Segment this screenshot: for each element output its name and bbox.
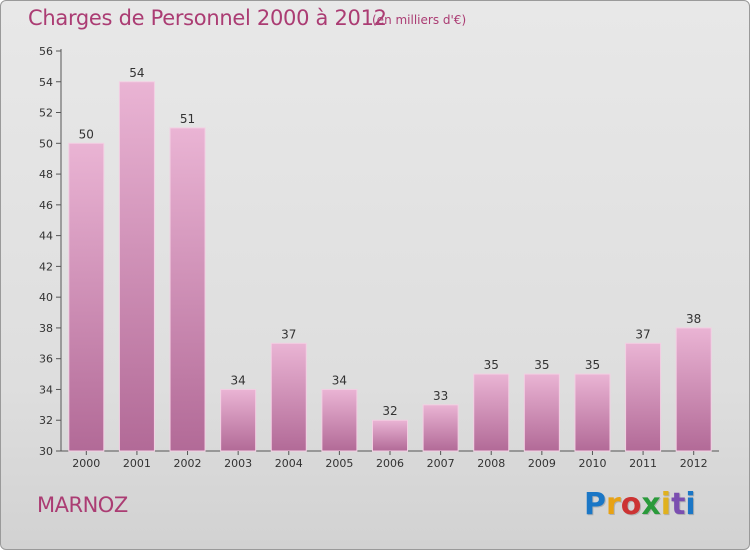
- y-tick-label: 38: [39, 322, 53, 335]
- x-tick-label: 2009: [528, 457, 556, 470]
- bar: [422, 404, 459, 452]
- bar-value-label: 35: [484, 358, 499, 372]
- chart-subtitle: (en milliers d'€): [372, 13, 467, 27]
- y-tick-label: 54: [39, 76, 53, 89]
- x-tick-label: 2011: [629, 457, 657, 470]
- logo-letter: r: [606, 487, 621, 522]
- x-tick-label: 2000: [72, 457, 100, 470]
- logo-letter: P: [584, 487, 606, 522]
- bar: [270, 342, 307, 452]
- logo-letter: x: [641, 487, 661, 522]
- bar-value-label: 35: [585, 358, 600, 372]
- y-tick-label: 42: [39, 260, 53, 273]
- bar-value-label: 51: [180, 112, 195, 126]
- bar: [574, 373, 611, 452]
- bar: [169, 127, 206, 452]
- bar: [372, 419, 408, 452]
- bar: [118, 81, 155, 452]
- bar: [473, 373, 510, 452]
- x-tick-label: 2006: [376, 457, 404, 470]
- bar: [321, 388, 358, 452]
- bar: [675, 327, 712, 452]
- bar-value-label: 37: [635, 327, 650, 341]
- bar: [625, 342, 662, 452]
- bar-value-label: 34: [332, 373, 347, 387]
- x-tick-label: 2008: [477, 457, 505, 470]
- bar-value-label: 50: [79, 127, 94, 141]
- bar-value-label: 54: [129, 66, 144, 80]
- y-tick-label: 34: [39, 383, 53, 396]
- bar: [68, 142, 105, 452]
- y-tick-label: 46: [39, 199, 53, 212]
- bar-value-label: 38: [686, 312, 701, 326]
- logo-letter: t: [671, 487, 686, 522]
- y-tick-label: 30: [39, 445, 53, 458]
- chart-title: Charges de Personnel 2000 à 2012: [28, 6, 387, 30]
- x-tick-label: 2010: [578, 457, 606, 470]
- y-tick-label: 40: [39, 291, 53, 304]
- bar-value-label: 34: [231, 373, 246, 387]
- x-tick-label: 2001: [123, 457, 151, 470]
- x-tick-label: 2005: [325, 457, 353, 470]
- y-tick-label: 32: [39, 414, 53, 427]
- y-tick-label: 48: [39, 168, 53, 181]
- y-tick-label: 56: [39, 45, 53, 58]
- bar: [220, 388, 257, 452]
- bar-value-label: 32: [382, 404, 397, 418]
- x-tick-label: 2012: [680, 457, 708, 470]
- x-tick-label: 2004: [275, 457, 303, 470]
- x-tick-label: 2002: [174, 457, 202, 470]
- x-tick-label: 2007: [427, 457, 455, 470]
- y-tick-label: 50: [39, 137, 53, 150]
- logo-letter: i: [660, 487, 672, 522]
- x-tick-label: 2003: [224, 457, 252, 470]
- y-tick-label: 36: [39, 353, 53, 366]
- bar-value-label: 35: [534, 358, 549, 372]
- logo-letter: i: [685, 487, 696, 522]
- logo-letter: o: [620, 487, 642, 522]
- bar: [523, 373, 560, 452]
- proxiti-logo[interactable]: Proxiti: [584, 487, 696, 522]
- y-tick-label: 44: [39, 230, 53, 243]
- commune-name: MARNOZ: [37, 493, 128, 517]
- y-tick-label: 52: [39, 107, 53, 120]
- bar-value-label: 33: [433, 389, 448, 403]
- bar-value-label: 37: [281, 327, 296, 341]
